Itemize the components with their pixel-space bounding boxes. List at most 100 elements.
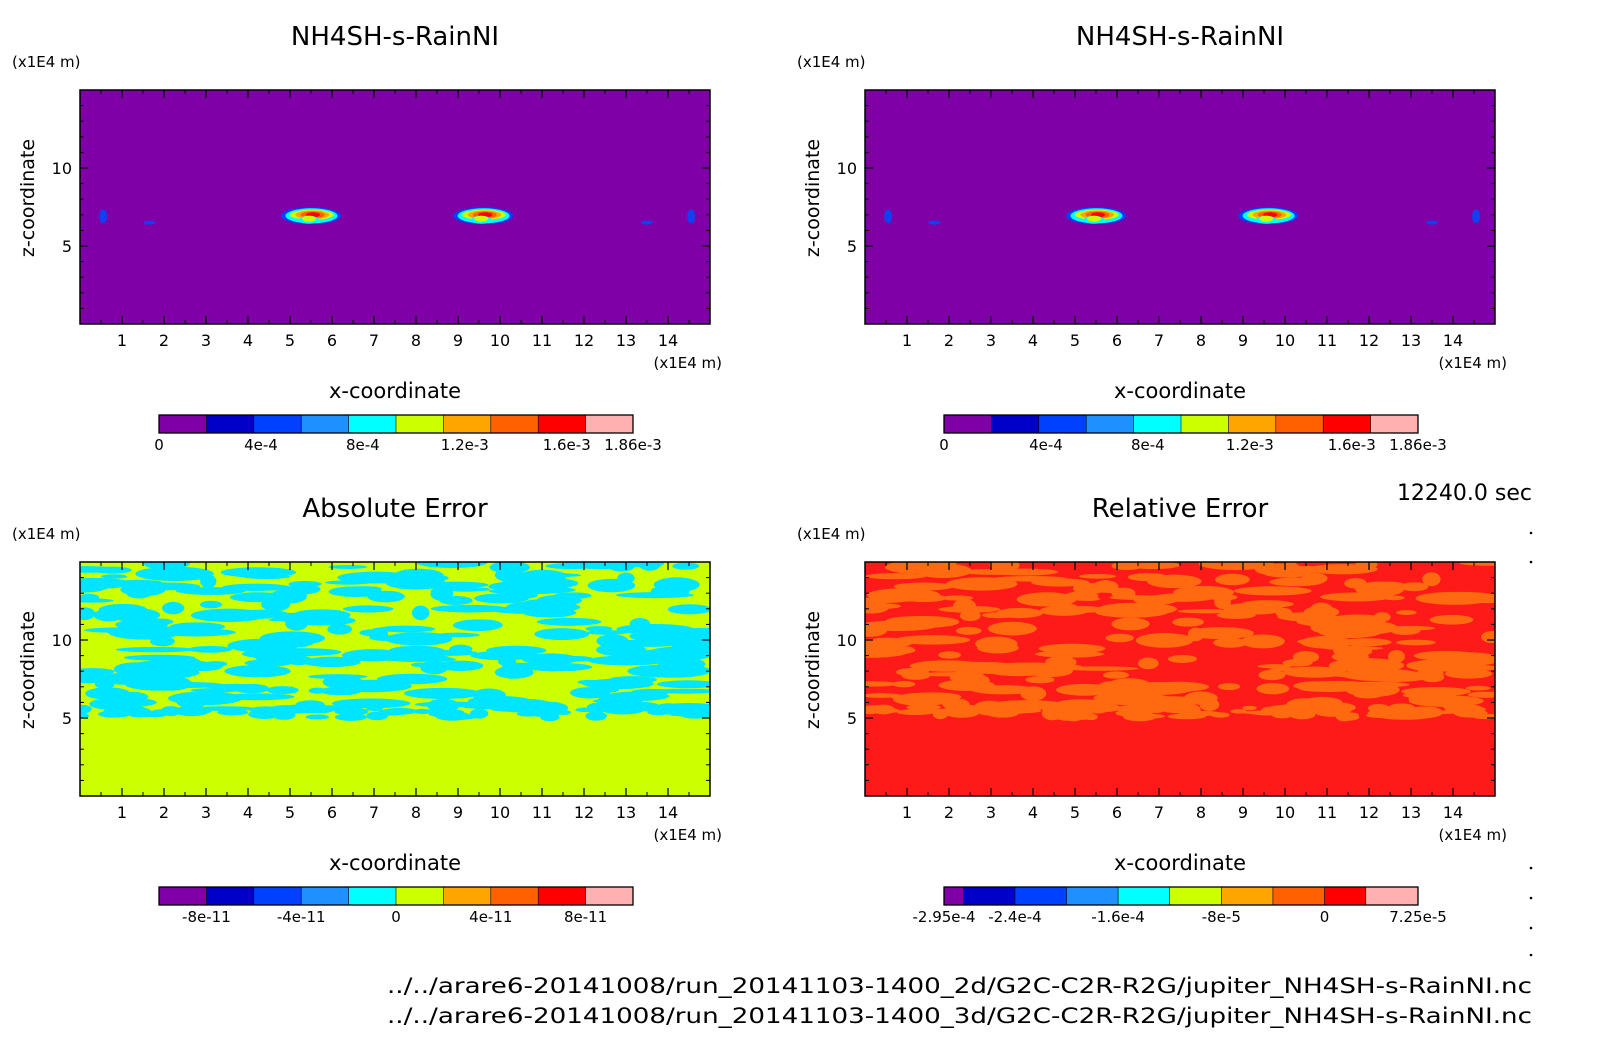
colorbar-bin <box>963 887 1015 905</box>
rain-speck <box>1472 209 1481 224</box>
x-unit-label: (x1E4 m) <box>1438 354 1507 372</box>
x-tick-label: 9 <box>1238 803 1248 822</box>
colorbar-bin <box>1272 887 1325 905</box>
x-tick-label: 4 <box>243 331 253 350</box>
colorbar-bin <box>159 415 207 433</box>
colorbar-bin <box>348 887 396 905</box>
plot-field <box>80 562 710 796</box>
colorbar-tick-label: -8e-5 <box>1202 908 1241 926</box>
colorbar-tick-label: -1.6e-4 <box>1091 908 1144 926</box>
error-noise <box>80 562 710 722</box>
colorbar-tick-label: 1.86e-3 <box>1389 436 1447 454</box>
colorbar-bin <box>206 415 254 433</box>
x-tick-label: 1 <box>117 331 127 350</box>
colorbar-bin <box>944 415 992 433</box>
x-tick-label: 6 <box>327 803 337 822</box>
y-tick-label: 10 <box>837 159 857 178</box>
y-tick-label: 5 <box>62 237 72 256</box>
panel-title: NH4SH-s-RainNI <box>291 22 499 52</box>
colorbar-tick-label: 1.86e-3 <box>604 436 662 454</box>
y-unit-label: (x1E4 m) <box>12 525 81 543</box>
x-axis-label: x-coordinate <box>329 851 461 875</box>
rain-speck <box>641 220 653 225</box>
colorbar-bin <box>396 887 444 905</box>
panel-title: Absolute Error <box>302 494 488 524</box>
colorbar-bin <box>301 887 349 905</box>
colorbar-tick-label: 0 <box>154 436 164 454</box>
x-tick-label: 14 <box>658 331 678 350</box>
colorbar-bin <box>1275 415 1324 433</box>
x-tick-label: 2 <box>159 803 169 822</box>
x-tick-label: 4 <box>1028 331 1038 350</box>
colorbar-tick-label: 8e-4 <box>1131 436 1165 454</box>
plot-field <box>865 562 1495 796</box>
colorbar-bin <box>1014 887 1067 905</box>
panel-title: Relative Error <box>1092 494 1269 524</box>
x-tick-label: 12 <box>574 331 594 350</box>
colorbar-bin <box>991 415 1039 433</box>
y-axis-label: z-coordinate <box>802 611 824 729</box>
colorbar-tick-label: 1.2e-3 <box>441 436 489 454</box>
y-axis-label: z-coordinate <box>802 139 824 257</box>
colorbar-bin <box>1133 415 1181 433</box>
x-tick-label: 6 <box>1112 803 1122 822</box>
x-unit-label: (x1E4 m) <box>653 826 722 844</box>
x-tick-label: 10 <box>1275 331 1295 350</box>
colorbar-tick-label: 4e-4 <box>1029 436 1063 454</box>
colorbar-tick-label: 7.25e-5 <box>1389 908 1447 926</box>
x-tick-label: 7 <box>369 331 379 350</box>
colorbar-bin <box>301 415 349 433</box>
x-tick-label: 3 <box>986 803 996 822</box>
y-axis-label: z-coordinate <box>17 139 39 257</box>
x-tick-label: 10 <box>1275 803 1295 822</box>
y-tick-label: 5 <box>62 709 72 728</box>
x-tick-label: 2 <box>159 331 169 350</box>
colorbar-bin <box>1221 887 1273 905</box>
x-tick-label: 1 <box>117 803 127 822</box>
x-tick-label: 11 <box>532 803 552 822</box>
colorbar-frame <box>943 886 1419 906</box>
x-tick-label: 4 <box>1028 803 1038 822</box>
rain-speck <box>99 209 108 224</box>
rain-blob <box>1066 207 1126 225</box>
x-tick-label: 2 <box>944 331 954 350</box>
panel-1: NH4SH-s-RainNI(x1E4 m)(x1E4 m)1 2 3 4 5 6 7 8 9 1… <box>12 22 722 454</box>
colorbar-tick-label: 8e-4 <box>346 436 380 454</box>
x-tick-label: 14 <box>1443 803 1463 822</box>
colorbar-bin <box>585 415 633 433</box>
x-tick-label: 12 <box>1359 331 1379 350</box>
x-tick-label: 8 <box>411 803 421 822</box>
x-tick-label: 13 <box>616 803 636 822</box>
rain-speck <box>143 220 156 225</box>
colorbar-bin <box>253 415 302 433</box>
colorbar <box>943 886 1419 906</box>
x-tick-label: 6 <box>1112 331 1122 350</box>
x-tick-label: 10 <box>490 803 510 822</box>
x-tick-label: 11 <box>1317 803 1337 822</box>
field-background <box>80 90 710 324</box>
x-tick-label: 3 <box>201 803 211 822</box>
colorbar-bin <box>1181 415 1229 433</box>
x-tick-label: 12 <box>574 803 594 822</box>
colorbar-tick-label: 1.2e-3 <box>1226 436 1274 454</box>
colorbar-bin <box>585 887 633 905</box>
error-noise <box>865 562 1495 722</box>
colorbar-tick-label: -4e-11 <box>277 908 326 926</box>
rain-blob <box>453 207 514 225</box>
colorbar-tick-label: 0 <box>391 908 401 926</box>
x-tick-label: 5 <box>1070 803 1080 822</box>
colorbar-tick-label: 4e-11 <box>469 908 512 926</box>
y-tick-label: 5 <box>847 237 857 256</box>
x-axis-label: x-coordinate <box>1114 379 1246 403</box>
colorbar-bin <box>1086 415 1134 433</box>
x-tick-label: 11 <box>1317 331 1337 350</box>
y-tick-label: 10 <box>52 159 72 178</box>
x-tick-label: 5 <box>1070 331 1080 350</box>
x-tick-label: 4 <box>243 803 253 822</box>
x-tick-label: 3 <box>201 331 211 350</box>
x-tick-label: 14 <box>1443 331 1463 350</box>
x-tick-label: 8 <box>1196 803 1206 822</box>
rain-blob <box>281 207 341 225</box>
plot-field <box>865 90 1495 324</box>
panel-2: NH4SH-s-RainNI(x1E4 m)(x1E4 m)1 2 3 4 5 6 7 8 9 1… <box>797 22 1507 454</box>
